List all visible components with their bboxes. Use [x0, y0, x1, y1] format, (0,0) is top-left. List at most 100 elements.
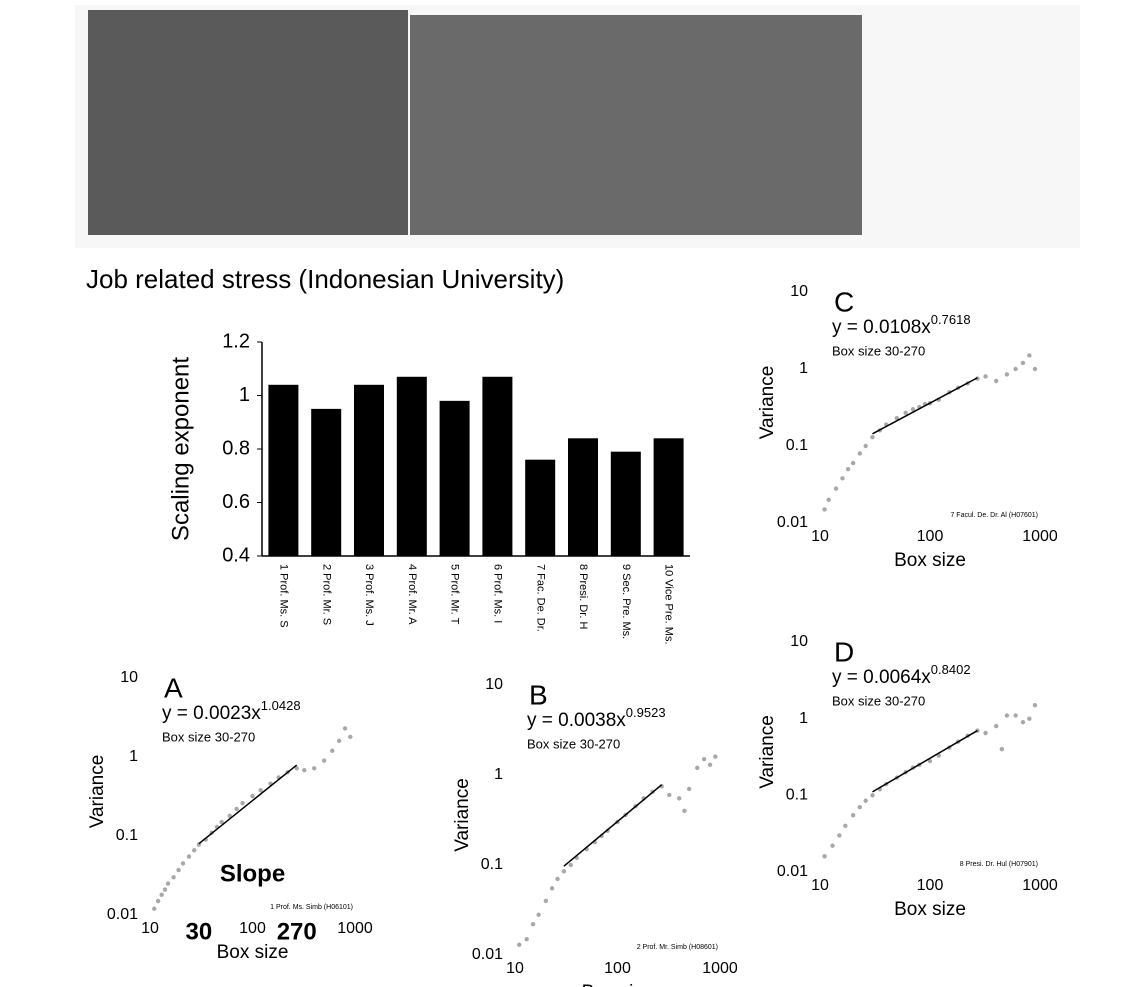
x-tick-label: 10 [811, 877, 829, 894]
bar-label: C [533, 500, 547, 522]
data-point [152, 906, 157, 911]
annotation: Slope [220, 860, 285, 887]
y-tick-label: 0.1 [786, 787, 808, 804]
data-point [1032, 702, 1038, 708]
x-tick-label: 1 Prof. Ms. S [277, 564, 289, 628]
equation: y = 0.0038x0.9523 [527, 705, 666, 731]
fit-range-note: Box size 30-270 [527, 736, 620, 751]
data-point [321, 758, 327, 763]
fit-line [872, 377, 978, 435]
data-point [342, 726, 348, 731]
data-point [536, 912, 541, 917]
equation-exponent: 0.9523 [626, 705, 666, 720]
data-point [568, 862, 573, 868]
data-point [701, 756, 707, 762]
panel-letter: A [164, 672, 183, 703]
y-tick-label: 0.1 [116, 827, 138, 844]
data-point [677, 796, 682, 801]
x-tick-label: 100 [917, 528, 944, 545]
fit-line [872, 729, 978, 793]
data-point [682, 808, 687, 814]
data-point [870, 793, 875, 798]
data-point [543, 898, 549, 904]
data-point [192, 848, 197, 853]
bar-label: B [320, 500, 333, 522]
data-point [903, 410, 908, 415]
equation-exponent: 0.8402 [931, 662, 971, 677]
y-axis-label: Variance [757, 366, 778, 440]
data-point [517, 942, 522, 947]
data-point [843, 823, 848, 829]
data-point [822, 854, 827, 859]
y-tick-label: 1 [129, 748, 138, 765]
data-point [1020, 360, 1026, 366]
data-point [857, 451, 862, 456]
x-tick-label: 2 Prof. Mr. S [320, 564, 332, 625]
fit-range-note: Box size 30-270 [832, 343, 925, 358]
x-tick-label: 100 [917, 877, 944, 894]
data-point [250, 793, 255, 799]
x-axis-label: Box size [894, 899, 966, 920]
equation-text: y = 0.0023x [162, 703, 261, 724]
fit-line [563, 784, 663, 867]
equation-text: y = 0.0038x [527, 710, 626, 731]
y-axis-label: Variance [452, 778, 473, 852]
equation-text: y = 0.0064x [832, 667, 931, 688]
bar [568, 438, 598, 556]
x-tick-label: 100 [239, 920, 266, 937]
y-tick-label: 1 [494, 766, 503, 783]
data-point [165, 881, 171, 886]
data-point [870, 435, 875, 440]
bar [439, 400, 470, 556]
data-point [176, 867, 181, 873]
data-point [845, 466, 851, 472]
y-tick-label: 1 [239, 384, 250, 406]
bar [525, 459, 556, 556]
data-point [850, 813, 856, 818]
equation: y = 0.0064x0.8402 [832, 662, 971, 688]
footnote: 7 Facul. De. Dr. Al (H07601) [950, 512, 1038, 519]
bar-label: D [576, 500, 590, 522]
y-tick-label: 0.01 [777, 514, 808, 531]
data-point [227, 813, 232, 819]
data-point [549, 886, 555, 891]
data-point [994, 378, 999, 384]
data-point [234, 806, 239, 812]
y-tick-label: 0.01 [107, 906, 138, 923]
y-tick-label: 0.1 [786, 437, 808, 454]
panel-letter: C [834, 286, 854, 317]
y-tick-label: 0.6 [222, 491, 250, 513]
bar-label: A [277, 500, 291, 522]
data-point [1032, 366, 1038, 372]
data-point [162, 887, 168, 892]
data-point [667, 792, 672, 798]
y-tick-label: 0.4 [222, 544, 250, 566]
x-tick-label: 1000 [1022, 528, 1058, 545]
data-point [999, 746, 1005, 752]
y-tick-label: 1 [799, 710, 808, 727]
x-tick-label: 10 [506, 960, 524, 977]
y-axis-label: Scaling exponent [167, 357, 194, 541]
data-point [302, 768, 307, 773]
bar [653, 438, 684, 556]
data-point [894, 415, 900, 421]
x-tick-label: 4 Prof. Mr. A [406, 564, 418, 625]
data-point [240, 801, 245, 806]
data-point [258, 787, 263, 793]
data-point [910, 407, 916, 412]
footnote: 1 Prof. Ms. Simb (H06101) [270, 904, 353, 911]
data-point [155, 898, 161, 904]
x-axis-label: Box size [217, 942, 289, 963]
annotation: 30 [186, 918, 213, 945]
bar [354, 384, 384, 556]
equation-exponent: 1.0428 [261, 698, 301, 713]
data-point [336, 738, 342, 744]
data-point [840, 476, 845, 481]
y-tick-label: 10 [790, 283, 808, 300]
data-point [312, 766, 317, 771]
x-tick-label: 3 Prof. Ms. J [363, 564, 375, 626]
fit-range-note: Box size 30-270 [162, 729, 255, 744]
x-tick-label: 8 Presi. Dr. H [577, 564, 589, 629]
photo-right [410, 15, 862, 235]
